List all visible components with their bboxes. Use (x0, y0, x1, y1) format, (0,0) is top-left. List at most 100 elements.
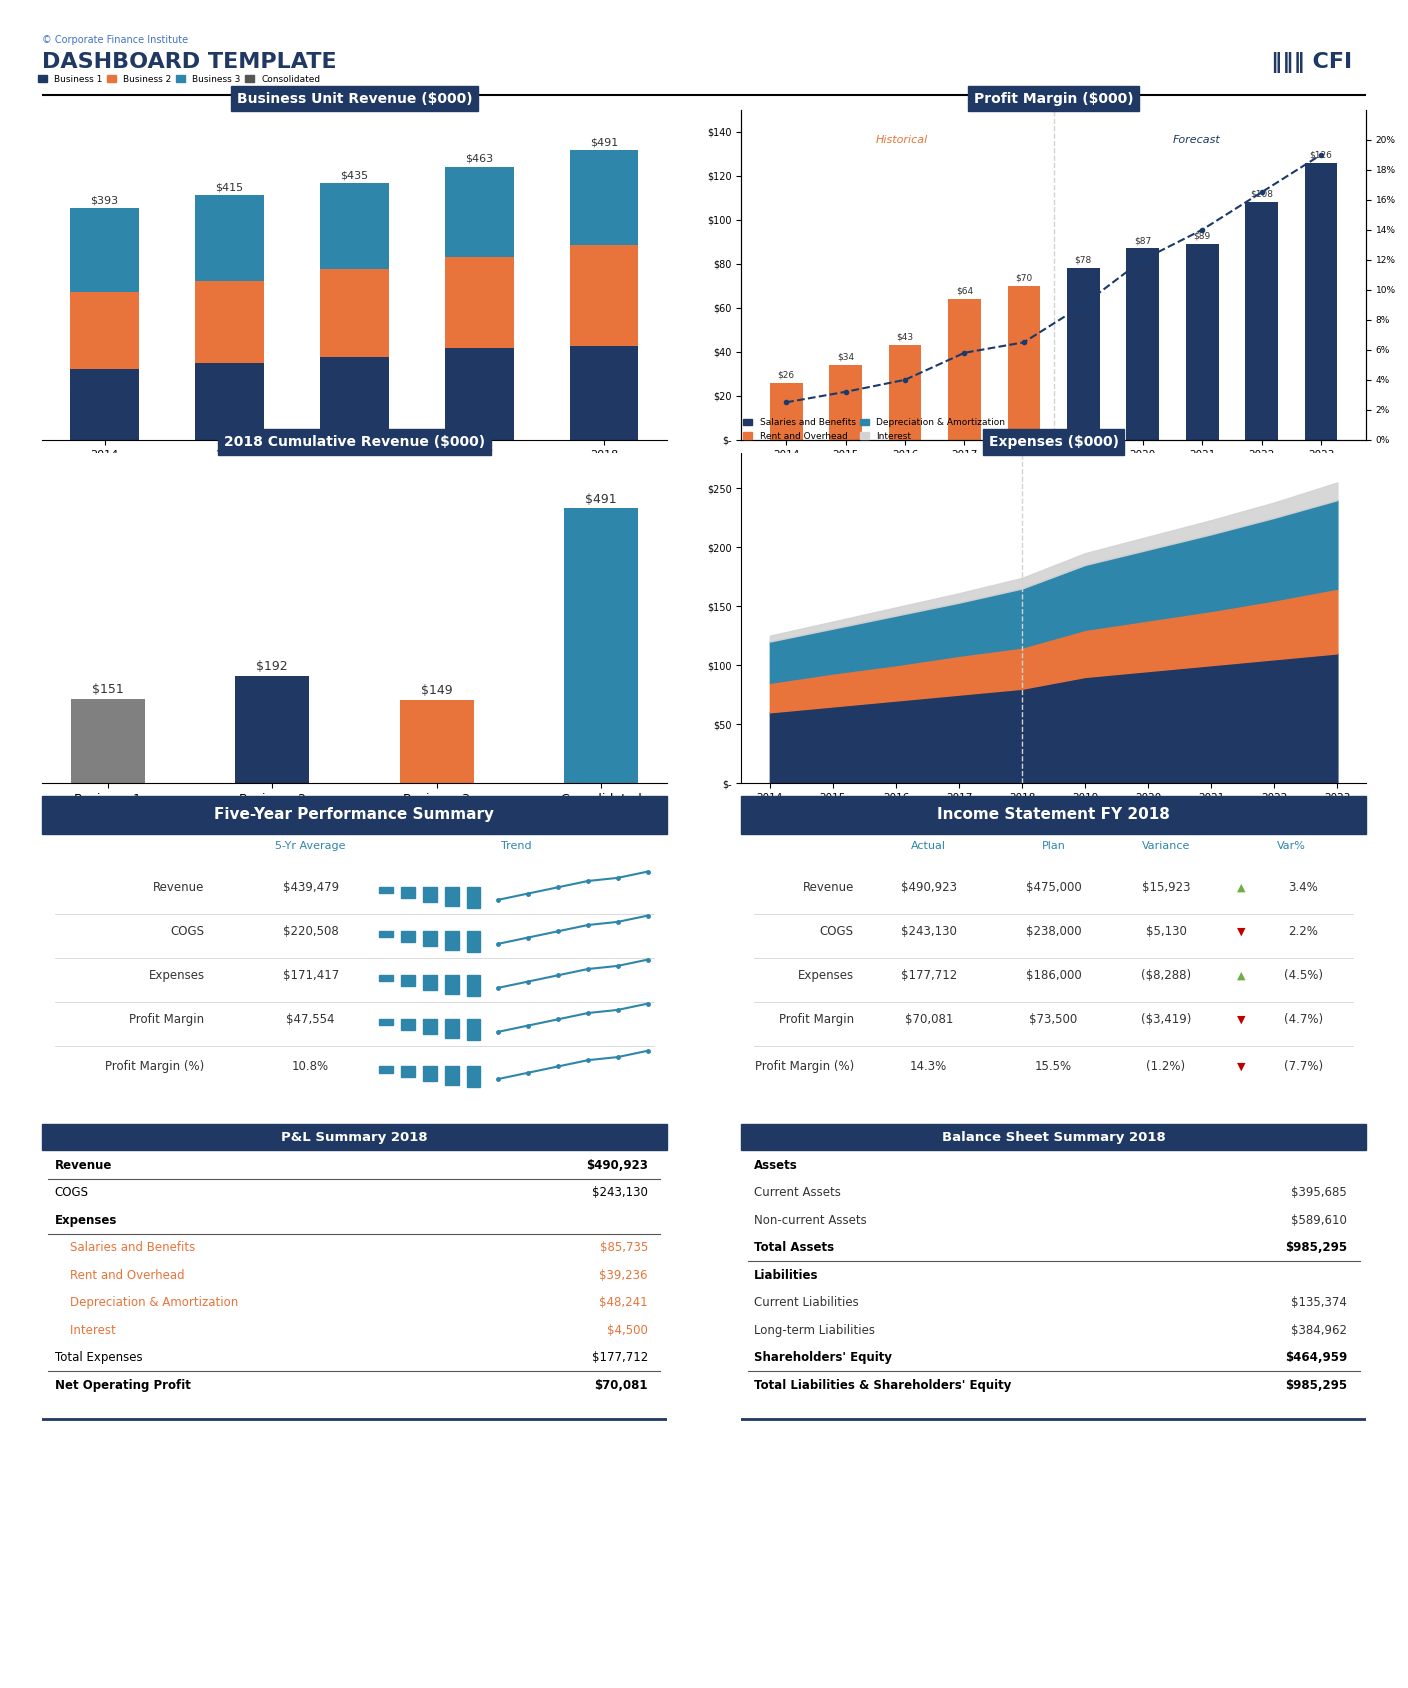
Legend: Salaries and Benefits, Rent and Overhead, Depreciation & Amortization, Interest: Salaries and Benefits, Rent and Overhead… (739, 415, 1010, 444)
Text: $243,130: $243,130 (591, 1187, 648, 1200)
Bar (42, 1124, 666, 1151)
Text: $490,923: $490,923 (586, 1160, 648, 1171)
Bar (422, 1020, 436, 1033)
Bar (422, 932, 436, 945)
Bar (1067, 268, 1100, 441)
Text: Expenses: Expenses (55, 1214, 117, 1227)
Bar (770, 383, 803, 441)
Text: ($8,288): ($8,288) (1140, 969, 1191, 982)
Bar (42, 797, 666, 834)
Text: © Corporate Finance Institute: © Corporate Finance Institute (42, 35, 189, 46)
Text: $384,962: $384,962 (1291, 1323, 1347, 1337)
Text: 3.4%: 3.4% (1288, 881, 1318, 893)
Text: (1.2%): (1.2%) (1146, 1060, 1186, 1074)
Bar (422, 1067, 436, 1080)
Bar (320, 358, 389, 441)
Bar (1305, 162, 1338, 441)
Text: $435: $435 (341, 170, 369, 181)
Text: $491: $491 (590, 137, 618, 147)
Text: $108: $108 (1250, 189, 1273, 199)
Text: (4.5%): (4.5%) (1284, 969, 1324, 982)
Bar (742, 1124, 1366, 1151)
Text: ▼: ▼ (1236, 1014, 1245, 1025)
Text: Plan: Plan (1042, 841, 1066, 851)
Text: $34: $34 (836, 353, 855, 361)
Text: Rent and Overhead: Rent and Overhead (55, 1269, 184, 1281)
Text: Current Assets: Current Assets (753, 1187, 841, 1200)
Text: Historical: Historical (876, 135, 928, 145)
Text: $220,508: $220,508 (283, 925, 338, 939)
Title: Profit Margin ($000): Profit Margin ($000) (974, 91, 1133, 106)
Text: $149: $149 (421, 684, 452, 697)
Title: Business Unit Revenue ($000): Business Unit Revenue ($000) (237, 91, 472, 106)
Legend: Business 1, Business 2, Business 3, Consolidated: Business 1, Business 2, Business 3, Cons… (34, 71, 324, 88)
Text: Assets: Assets (753, 1160, 798, 1171)
Bar (70, 370, 139, 441)
Text: Trend: Trend (501, 841, 532, 851)
Text: Profit Margin (%): Profit Margin (%) (106, 1060, 204, 1074)
Bar (570, 346, 638, 441)
Bar (565, 508, 638, 783)
Text: (4.7%): (4.7%) (1284, 1013, 1324, 1026)
Bar (320, 184, 389, 268)
Text: $39,236: $39,236 (600, 1269, 648, 1281)
Text: $177,712: $177,712 (591, 1350, 648, 1364)
Text: $70,081: $70,081 (904, 1013, 953, 1026)
Text: $171,417: $171,417 (283, 969, 339, 982)
Bar (445, 932, 459, 950)
Text: $238,000: $238,000 (1026, 925, 1081, 939)
Text: COGS: COGS (55, 1187, 89, 1200)
Text: Total Assets: Total Assets (753, 1241, 834, 1254)
Text: ‖‖‖ CFI: ‖‖‖ CFI (1271, 52, 1353, 73)
Text: $395,685: $395,685 (1291, 1187, 1347, 1200)
Text: Revenue: Revenue (55, 1160, 113, 1171)
Text: Actual: Actual (911, 841, 946, 851)
Text: $26: $26 (777, 370, 794, 380)
Bar (467, 1020, 480, 1040)
Text: Depreciation & Amortization: Depreciation & Amortization (55, 1296, 238, 1310)
Bar (1008, 285, 1041, 441)
Bar (196, 280, 263, 363)
Text: $47,554: $47,554 (286, 1013, 335, 1026)
Bar (445, 257, 514, 348)
Text: Forecast: Forecast (1173, 135, 1221, 145)
Text: Liabilities: Liabilities (753, 1269, 818, 1281)
Text: $463: $463 (465, 154, 493, 164)
Bar (400, 699, 473, 783)
Text: $64: $64 (956, 287, 973, 295)
Text: $151: $151 (92, 682, 124, 695)
Text: $415: $415 (215, 182, 244, 192)
Title: 2018 Cumulative Revenue ($000): 2018 Cumulative Revenue ($000) (224, 436, 484, 449)
Bar (379, 1067, 393, 1072)
Text: Shareholders' Equity: Shareholders' Equity (753, 1350, 891, 1364)
Text: ▼: ▼ (1236, 927, 1245, 937)
Text: $985,295: $985,295 (1286, 1379, 1347, 1391)
Bar (422, 888, 436, 901)
Bar (70, 292, 139, 370)
Bar (1126, 248, 1159, 441)
Text: $15,923: $15,923 (1142, 881, 1190, 893)
Bar (196, 363, 263, 441)
Text: ▼: ▼ (1236, 1062, 1245, 1072)
Text: $78: $78 (1074, 257, 1093, 265)
Text: COGS: COGS (819, 925, 853, 939)
Bar (320, 268, 389, 358)
Text: Revenue: Revenue (153, 881, 204, 893)
Text: Interest: Interest (55, 1323, 115, 1337)
Text: Non-current Assets: Non-current Assets (753, 1214, 867, 1227)
Bar (422, 976, 436, 989)
Text: 10.8%: 10.8% (291, 1060, 329, 1074)
Bar (445, 888, 459, 906)
Text: Total Liabilities & Shareholders' Equity: Total Liabilities & Shareholders' Equity (753, 1379, 1011, 1391)
Text: ▲: ▲ (1236, 971, 1245, 981)
Bar (467, 932, 480, 952)
Bar (70, 699, 145, 783)
Text: $4,500: $4,500 (607, 1323, 648, 1337)
Bar (467, 1067, 480, 1087)
Text: $475,000: $475,000 (1026, 881, 1081, 893)
Bar (467, 976, 480, 996)
Text: $135,374: $135,374 (1291, 1296, 1347, 1310)
Text: $126: $126 (1309, 150, 1332, 159)
Text: $70: $70 (1015, 273, 1032, 282)
Text: ▲: ▲ (1236, 883, 1245, 893)
